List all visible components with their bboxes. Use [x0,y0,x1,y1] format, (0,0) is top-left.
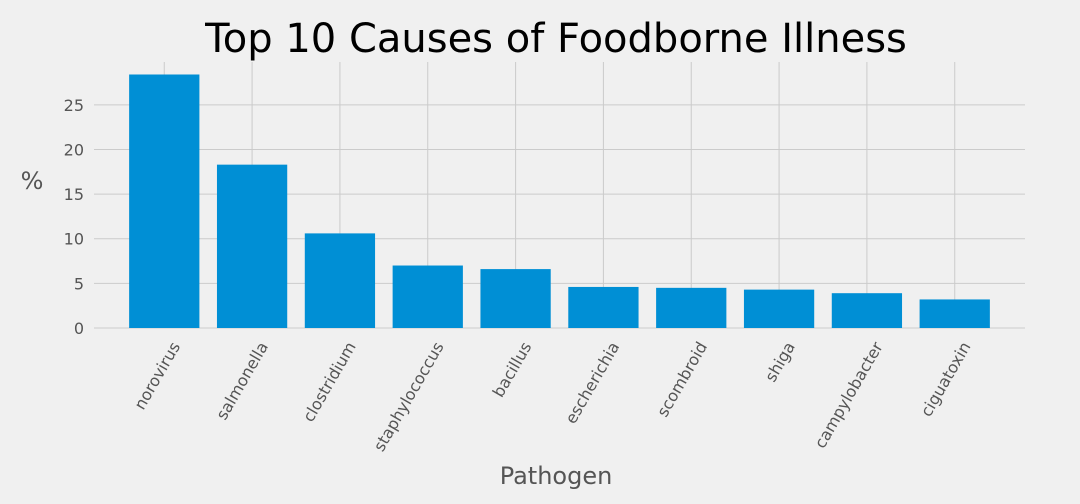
bar-escherichia [568,286,639,328]
bar-bacillus [480,269,551,328]
x-tick-label: campylobacter [811,338,887,451]
y-tick-label: 25 [64,96,84,115]
bar-campylobacter [831,293,903,328]
y-tick-label: 10 [64,230,84,249]
x-tick-label: shiga [761,339,799,386]
x-tick-label: escherichia [561,339,623,427]
y-tick-label: 20 [64,140,84,159]
y-axis-ticks: 0 5 10 15 20 25 [64,96,84,338]
chart-title: Top 10 Causes of Foodborne Illness [204,16,907,62]
y-axis-label: % [21,167,44,195]
bar-norovirus [129,74,200,328]
bar-scombroid [656,287,727,328]
x-tick-label: scombroid [653,339,711,421]
x-axis-ticks: norovirus salmonella clostridium staphyloco… [130,338,974,454]
x-tick-label: staphylococcus [370,339,448,455]
bar-shiga [743,289,815,328]
bar-salmonella [216,164,288,328]
x-tick-label: salmonella [212,339,272,424]
x-tick-label: clostridium [299,339,360,426]
y-tick-label: 15 [64,185,84,204]
y-tick-label: 5 [74,274,84,293]
x-tick-label: norovirus [130,339,184,413]
bar-ciguatoxin [919,299,990,328]
x-tick-label: bacillus [489,339,536,401]
y-tick-label: 0 [74,319,84,338]
x-axis-label: Pathogen [500,462,613,490]
x-tick-label: ciguatoxin [917,339,975,420]
bar-clostridium [304,233,376,328]
bars [129,74,990,328]
bar-staphylococcus [392,265,463,328]
